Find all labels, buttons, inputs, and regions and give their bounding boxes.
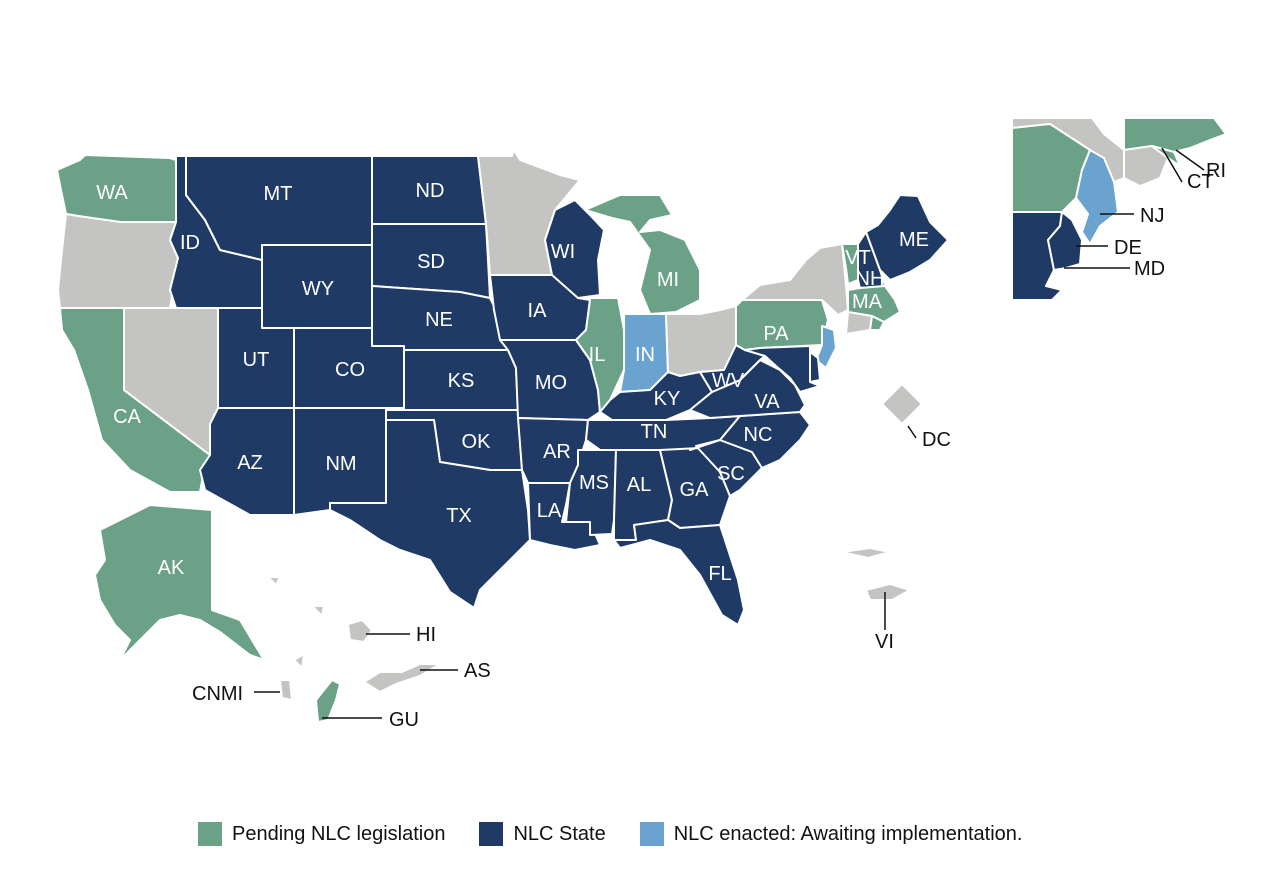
label-CO: CO	[335, 359, 365, 381]
leader-ct	[1161, 147, 1183, 183]
label-DC: DC	[922, 429, 951, 451]
state-NC	[689, 411, 811, 469]
label-SC: SC	[717, 463, 745, 485]
label-TN: TN	[641, 421, 668, 443]
state-TX	[329, 419, 531, 609]
label-GA: GA	[680, 479, 710, 501]
state-VT	[841, 243, 859, 285]
label-MT: MT	[264, 183, 293, 205]
label-KS: KS	[448, 370, 475, 392]
label-ID: ID	[180, 232, 200, 254]
legend-label-enacted: NLC enacted: Awaiting implementation.	[673, 822, 1023, 845]
label-UT: UT	[243, 349, 270, 371]
state-GU	[315, 679, 341, 723]
legend-item-pending: Pending NLC legislation	[198, 822, 445, 846]
legend-item-enacted: NLC enacted: Awaiting implementation.	[639, 822, 1023, 846]
label-NE: NE	[425, 309, 453, 331]
label-MA: MA	[852, 291, 883, 313]
legend-swatch-enacted	[639, 822, 664, 846]
state-ME	[865, 194, 949, 281]
callout-labels: DC HI AS CNMI GU VI RI CT NJ DE MD	[192, 160, 1226, 731]
label-WY: WY	[302, 278, 334, 300]
state-HI	[267, 576, 373, 643]
legend: Pending NLC legislation NLC State NLC en…	[198, 822, 1056, 846]
label-WI: WI	[551, 241, 575, 263]
label-AZ: AZ	[237, 452, 263, 474]
label-CT: CT	[1187, 171, 1214, 193]
state-MI	[584, 194, 701, 315]
label-MI: MI	[657, 269, 679, 291]
label-IL: IL	[589, 344, 606, 366]
state-WI	[544, 199, 605, 299]
state-DC	[881, 383, 923, 425]
label-PA: PA	[763, 323, 789, 345]
state-AK	[94, 504, 265, 661]
label-VA: VA	[754, 391, 780, 413]
state-OR	[57, 213, 179, 309]
leader-dc	[907, 425, 917, 439]
label-LA: LA	[537, 500, 562, 522]
label-TX: TX	[446, 505, 472, 527]
label-WV: WV	[712, 370, 745, 392]
label-AL: AL	[627, 474, 651, 496]
label-ME: ME	[899, 229, 929, 251]
label-CA: CA	[113, 406, 141, 428]
legend-swatch-pending	[198, 822, 222, 846]
label-IN: IN	[635, 344, 655, 366]
inset-state-NJ	[1075, 149, 1119, 245]
state-NJ	[815, 325, 837, 369]
label-MO: MO	[535, 372, 567, 394]
state-CNMI	[279, 653, 305, 701]
state-CT	[845, 311, 873, 335]
label-NM: NM	[325, 453, 356, 475]
label-GU: GU	[389, 709, 419, 731]
state-FL	[613, 519, 745, 626]
label-AK: AK	[158, 557, 185, 579]
label-MD: MD	[1134, 258, 1165, 280]
label-WA: WA	[96, 182, 128, 204]
legend-label-pending: Pending NLC legislation	[232, 822, 446, 845]
legend-item-nlc-state: NLC State	[479, 822, 606, 846]
label-AS: AS	[464, 660, 491, 682]
label-NC: NC	[744, 424, 773, 446]
leader-lines	[254, 147, 1205, 719]
label-KY: KY	[654, 388, 681, 410]
legend-swatch-nlc-state	[479, 822, 504, 846]
label-VI: VI	[875, 631, 894, 653]
label-MS: MS	[579, 472, 609, 494]
label-OK: OK	[462, 431, 492, 453]
label-VT: VT	[845, 247, 871, 269]
state-VI	[841, 547, 911, 601]
label-AR: AR	[543, 441, 571, 463]
label-RI: RI	[1206, 160, 1226, 182]
label-NJ: NJ	[1140, 205, 1164, 227]
label-DE: DE	[1114, 237, 1142, 259]
leader-ri	[1175, 149, 1205, 171]
label-SD: SD	[417, 251, 445, 273]
state-RI	[869, 315, 885, 331]
label-CNMI: CNMI	[192, 683, 243, 705]
label-ND: ND	[416, 180, 445, 202]
northeast-inset	[1011, 117, 1227, 301]
legend-label-nlc-state: NLC State	[513, 822, 606, 845]
label-IA: IA	[528, 300, 548, 322]
state-AS	[363, 663, 441, 693]
state-MD	[744, 345, 821, 393]
label-FL: FL	[708, 563, 731, 585]
label-NH: NH	[856, 268, 885, 290]
label-HI: HI	[416, 624, 436, 646]
state-labels: WA ID MT ND SD WY NE UT CO KS CA AZ NM O…	[96, 180, 929, 585]
